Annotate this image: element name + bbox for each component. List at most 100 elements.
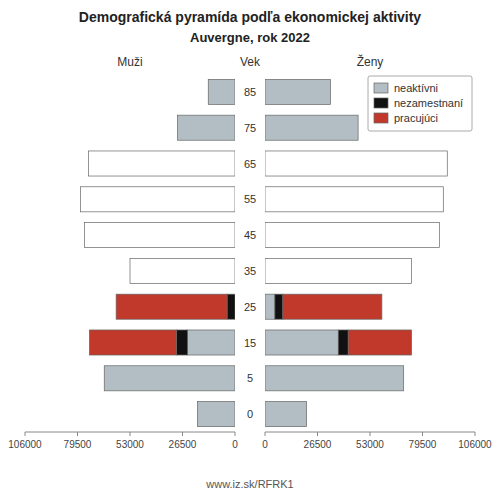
bar-segment (338, 330, 348, 355)
bar-segment (348, 330, 411, 355)
bar-segment (265, 402, 307, 427)
bar-segment (381, 294, 382, 319)
category-label-tick: 5 (247, 372, 253, 384)
category-label-tick: 55 (244, 193, 256, 205)
x-tick-label: 106000 (458, 439, 492, 450)
bar-segment (358, 115, 359, 140)
bar-segment (104, 366, 105, 391)
chart: Demografická pyramída podľa ekonomickej … (0, 0, 500, 500)
bar-segment (283, 294, 382, 319)
bar-segment (116, 294, 117, 319)
category-label: Vek (240, 55, 261, 69)
x-tick (235, 432, 236, 436)
x-tick (475, 432, 476, 436)
bar-segment (265, 294, 275, 319)
bar-segment (80, 187, 235, 212)
x-tick-label: 0 (232, 439, 238, 450)
bar-segment (265, 151, 447, 176)
title: Demografická pyramída podľa ekonomickej … (79, 9, 422, 25)
legend-swatch (374, 98, 388, 108)
bar-segment (358, 115, 359, 140)
x-tick (77, 432, 78, 436)
bar-segment (197, 402, 198, 427)
bar-segment (208, 79, 209, 104)
x-tick (130, 432, 131, 436)
bar-segment (330, 79, 331, 104)
bar-segment (265, 115, 358, 140)
category-label-tick: 45 (244, 229, 256, 241)
category-label-tick: 65 (244, 158, 256, 170)
x-tick (25, 432, 26, 436)
bar-segment (104, 366, 235, 391)
x-tick-label: 79500 (64, 439, 92, 450)
footer: www.iz.sk/RFRK1 (205, 478, 293, 490)
bar-segment (411, 330, 412, 355)
bar-segment (178, 115, 235, 140)
bar-segment (403, 366, 404, 391)
bar-segment (306, 402, 307, 427)
bar-segment (130, 258, 235, 283)
bar-segment (306, 402, 307, 427)
legend-label: pracujúci (394, 112, 438, 124)
x-tick-label: 26500 (169, 439, 197, 450)
bar-segment (265, 223, 439, 248)
bar-segment (265, 366, 404, 391)
bar-segment (358, 115, 359, 140)
bar-segment (197, 402, 198, 427)
legend-swatch (374, 113, 388, 123)
bar-segment (187, 330, 235, 355)
bar-segment (403, 366, 404, 391)
bar-segment (265, 187, 443, 212)
bar-segment (330, 79, 331, 104)
x-tick (182, 432, 183, 436)
bar-segment (197, 402, 198, 427)
category-label-tick: 85 (244, 86, 256, 98)
x-tick-label: 53000 (356, 439, 384, 450)
bar-segment (177, 115, 178, 140)
x-tick-label: 106000 (8, 439, 42, 450)
panel-label: Ženy (357, 54, 384, 69)
category-label-tick: 0 (247, 408, 253, 420)
legend: neaktívni nezamestnaní pracujúci (368, 76, 472, 131)
bar-segment (116, 294, 227, 319)
x-tick-label: 53000 (116, 439, 144, 450)
x-tick (265, 432, 266, 436)
x-tick-label: 79500 (409, 439, 437, 450)
bar-segment (306, 402, 307, 427)
bar-segment (275, 294, 283, 319)
bar-segment (208, 79, 209, 104)
bar-segment (177, 115, 178, 140)
category-label-tick: 15 (244, 337, 256, 349)
bar-segment (104, 366, 105, 391)
bar-segment (227, 294, 235, 319)
bar-segment (265, 330, 338, 355)
background (0, 0, 500, 500)
legend-label: neaktívni (394, 82, 438, 94)
bar-segment (89, 330, 90, 355)
bar-segment (330, 79, 331, 104)
bar-segment (208, 79, 209, 104)
bar-segment (403, 366, 404, 391)
x-tick-label: 26500 (304, 439, 332, 450)
x-tick (370, 432, 371, 436)
bar-segment (104, 366, 105, 391)
bar-segment (177, 330, 188, 355)
bar-segment (265, 258, 412, 283)
bar-segment (89, 330, 176, 355)
bar-segment (88, 151, 235, 176)
subtitle: Auvergne, rok 2022 (190, 30, 310, 45)
x-tick (317, 432, 318, 436)
bar-segment (197, 402, 235, 427)
category-label-tick: 25 (244, 301, 256, 313)
bars (80, 79, 235, 426)
category-label-tick: 75 (244, 122, 256, 134)
category-label-tick: 35 (244, 265, 256, 277)
legend-swatch (374, 83, 388, 93)
legend-frame (368, 76, 472, 131)
bar-segment (265, 79, 330, 104)
x-tick (422, 432, 423, 436)
bar-segment (84, 223, 235, 248)
x-tick-label: 0 (262, 439, 268, 450)
legend-label: nezamestnaní (394, 97, 463, 109)
bar-segment (177, 115, 178, 140)
